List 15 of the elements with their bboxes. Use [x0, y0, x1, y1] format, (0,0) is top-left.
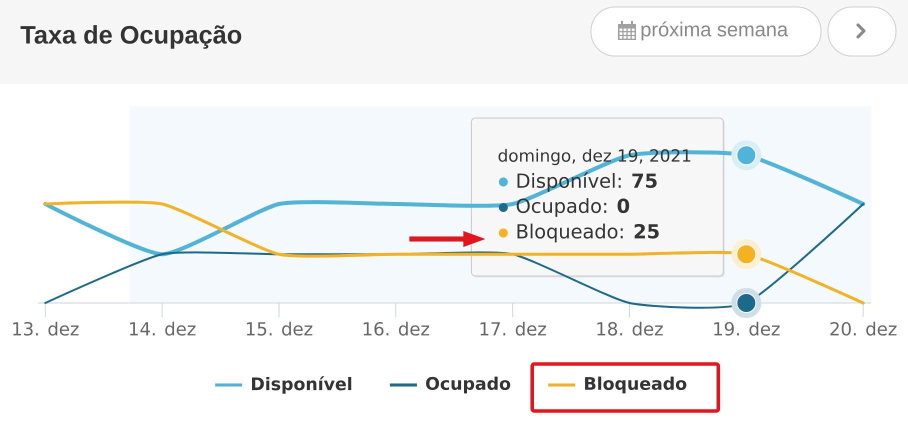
legend-label: Disponível: [252, 376, 352, 394]
x-tick-label: 19. dez: [714, 322, 780, 336]
chart-title: Taxa de Ocupação: [20, 25, 242, 49]
annotation: Ocupado: 0: [516, 198, 630, 217]
legend-label: Ocupado: [426, 376, 510, 394]
x-tick-label: 13. dez: [13, 322, 79, 336]
x-tick-label: 15. dez: [246, 322, 312, 336]
x-tick-label: 17. dez: [480, 322, 546, 336]
x-tick-label: 20. dez: [830, 322, 896, 336]
annotation: Bloqueado: 25: [518, 224, 659, 242]
x-tick-label: 14. dez: [130, 322, 196, 336]
legend-label: Bloqueado: [585, 376, 686, 394]
x-tick-label: 16. dez: [364, 322, 430, 336]
text: próxima semana: [642, 22, 788, 40]
x-tick-label: 18. dez: [597, 322, 663, 336]
